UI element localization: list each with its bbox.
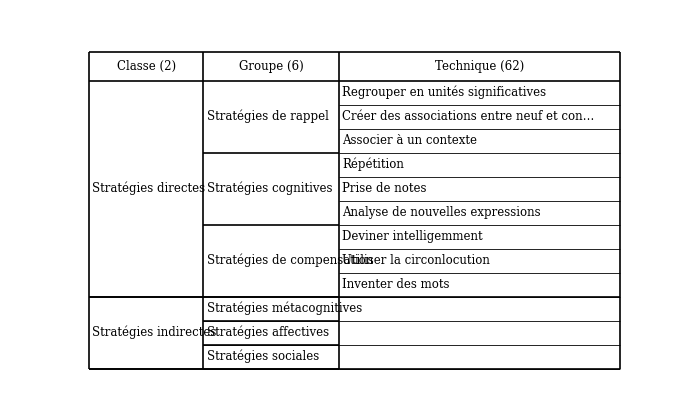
Text: Stratégies affectives: Stratégies affectives bbox=[206, 326, 329, 339]
Text: Prise de notes: Prise de notes bbox=[342, 182, 426, 195]
Text: Utiliser la circonlocution: Utiliser la circonlocution bbox=[342, 254, 490, 267]
Text: Stratégies indirectes: Stratégies indirectes bbox=[93, 326, 217, 339]
Text: Stratégies de compensation: Stratégies de compensation bbox=[206, 254, 373, 267]
Text: Associer à un contexte: Associer à un contexte bbox=[342, 134, 477, 147]
Text: Créer des associations entre neuf et con…: Créer des associations entre neuf et con… bbox=[342, 110, 594, 123]
Text: Inventer des mots: Inventer des mots bbox=[342, 278, 449, 291]
Text: Technique (62): Technique (62) bbox=[435, 59, 524, 73]
Text: Stratégies cognitives: Stratégies cognitives bbox=[206, 182, 332, 196]
Text: Regrouper en unités significatives: Regrouper en unités significatives bbox=[342, 86, 546, 99]
Text: Stratégies de rappel: Stratégies de rappel bbox=[206, 110, 329, 124]
Text: Deviner intelligemment: Deviner intelligemment bbox=[342, 230, 482, 243]
Text: Stratégies directes: Stratégies directes bbox=[93, 182, 206, 196]
Text: Analyse de nouvelles expressions: Analyse de nouvelles expressions bbox=[342, 206, 540, 219]
Text: Groupe (6): Groupe (6) bbox=[239, 59, 303, 73]
Text: Stratégies sociales: Stratégies sociales bbox=[206, 350, 319, 364]
Text: Répétition: Répétition bbox=[342, 158, 404, 171]
Text: Stratégies métacognitives: Stratégies métacognitives bbox=[206, 302, 362, 315]
Text: Classe (2): Classe (2) bbox=[117, 59, 176, 73]
